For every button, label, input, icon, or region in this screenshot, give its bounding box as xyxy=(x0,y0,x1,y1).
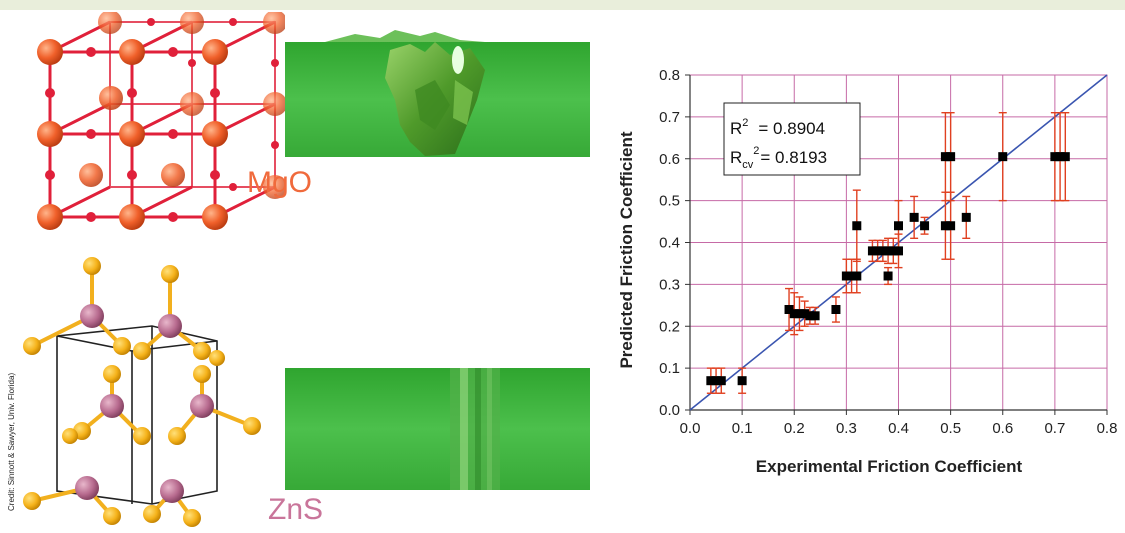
svg-text:Rcv2= 0.8193: Rcv 2= 0.8193 xyxy=(730,145,827,171)
x-tick-label: 0.1 xyxy=(732,420,753,437)
stats-box: R2 = 0.8904 Rcv2= 0.8193 xyxy=(723,102,861,176)
x-tick-label: 0.3 xyxy=(836,420,857,437)
data-point xyxy=(1050,152,1060,162)
mgo-label: MgO xyxy=(247,166,313,199)
y-tick-label: 0.5 xyxy=(659,193,680,210)
x-tick-label: 0.2 xyxy=(784,420,805,437)
mgo-crystal-illustration xyxy=(37,12,285,230)
rcv-superscript: 2 xyxy=(753,145,759,157)
data-point xyxy=(894,246,903,256)
x-tick-label: 0.6 xyxy=(992,420,1013,437)
rcv-value: = 0.8193 xyxy=(760,148,827,167)
top-band xyxy=(0,0,1125,10)
credit-text: Credit: Sinnott & Sawyer, Univ. Florida) xyxy=(7,372,16,511)
data-point xyxy=(888,246,898,256)
rcv-label: R xyxy=(730,148,742,167)
x-tick-label: 0.5 xyxy=(940,420,961,437)
data-point xyxy=(1060,152,1070,162)
data-point xyxy=(894,221,903,231)
data-point xyxy=(711,376,721,386)
zns-label: ZnS xyxy=(268,493,324,526)
data-point xyxy=(794,309,804,319)
point-layer xyxy=(706,152,1070,386)
y-tick-label: 0.1 xyxy=(659,360,680,377)
r2-label: R xyxy=(730,119,742,138)
data-point xyxy=(789,309,799,319)
data-point xyxy=(800,309,810,319)
x-tick-label: 0.4 xyxy=(888,420,909,437)
data-point xyxy=(810,311,820,321)
data-point xyxy=(940,152,950,162)
mgo-surface-image xyxy=(285,30,590,157)
data-point xyxy=(1055,152,1065,162)
data-point xyxy=(831,305,841,314)
r2-value: = 0.8904 xyxy=(758,119,825,138)
data-point xyxy=(909,212,919,222)
x-tick-label: 0.8 xyxy=(1097,420,1118,437)
y-tick-label: 0.3 xyxy=(659,276,680,293)
svg-text:R2= 0.8904: R2 = 0.8904 xyxy=(730,117,825,138)
data-point xyxy=(706,376,716,386)
y-tick-label: 0.6 xyxy=(659,151,680,168)
y-tick-label: 0.0 xyxy=(659,402,680,419)
y-tick-label: 0.7 xyxy=(659,109,680,126)
x-tick-label: 0.0 xyxy=(680,420,701,437)
x-axis-label: Experimental Friction Coefficient xyxy=(756,457,1023,476)
zns-crystal-illustration xyxy=(23,257,261,527)
data-point xyxy=(961,212,971,222)
data-point xyxy=(998,152,1008,162)
data-point xyxy=(867,246,877,256)
data-point xyxy=(878,246,888,256)
data-point xyxy=(784,305,794,314)
data-point xyxy=(805,311,815,321)
rcv-subscript: cv xyxy=(742,159,754,171)
data-point xyxy=(940,221,950,231)
y-tick-label: 0.2 xyxy=(659,318,680,335)
y-tick-label: 0.4 xyxy=(659,235,680,252)
data-point xyxy=(852,221,862,231)
data-point xyxy=(873,246,883,256)
y-tick-label: 0.8 xyxy=(659,67,680,84)
data-point xyxy=(841,271,851,281)
data-point xyxy=(852,271,862,281)
data-point xyxy=(946,221,956,231)
data-point xyxy=(883,246,893,256)
axis-layer: 0.0 0.1 0.2 0.3 0.4 0.5 0.6 0.7 0.8 0.0 0.1 0.2 0.3 0… xyxy=(659,67,1117,437)
data-point xyxy=(716,376,726,386)
data-point xyxy=(920,221,930,231)
data-point xyxy=(883,271,893,281)
data-point xyxy=(946,152,956,162)
y-axis-label: Predicted Friction Coefficient xyxy=(617,131,636,368)
zns-surface-image xyxy=(285,368,590,490)
data-point xyxy=(737,376,747,386)
r2-superscript: 2 xyxy=(742,117,748,129)
data-point xyxy=(847,271,857,281)
friction-scatter-chart: 0.0 0.1 0.2 0.3 0.4 0.5 0.6 0.7 0.8 0.0 0.1 0.2 0.3 0… xyxy=(617,67,1117,476)
x-tick-label: 0.7 xyxy=(1044,420,1065,437)
